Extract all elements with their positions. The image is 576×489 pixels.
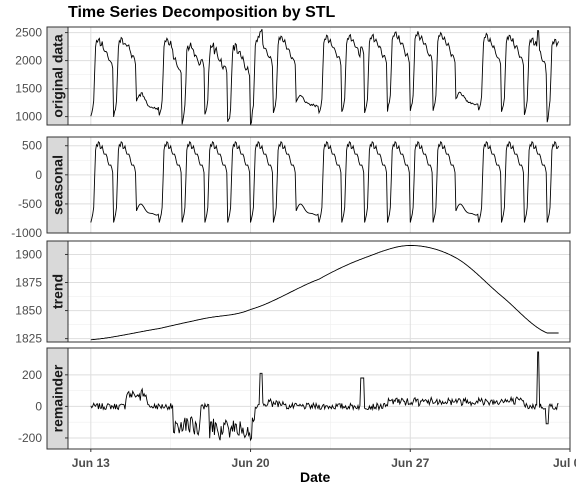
x-tick-label: Jun 27 — [391, 456, 429, 470]
y-tick-label: -1000 — [11, 226, 42, 240]
y-tick-label: 1825 — [15, 332, 42, 346]
y-tick-label: 1000 — [15, 110, 42, 124]
strip-label: trend — [50, 274, 66, 309]
strip-label: remainder — [50, 364, 66, 432]
strip-background — [46, 136, 69, 234]
y-tick-label: 1900 — [15, 247, 42, 261]
strip-background — [46, 240, 69, 343]
y-tick-label: 2000 — [15, 54, 42, 68]
panel-background — [68, 241, 570, 342]
x-axis-title: Date — [300, 469, 331, 485]
panel-background — [68, 137, 570, 233]
y-tick-label: -200 — [18, 431, 42, 445]
panel-background — [68, 348, 570, 449]
series-line-seasonal — [90, 140, 560, 223]
x-tick-label: Jun 13 — [72, 456, 110, 470]
panel-remainder: remainder -200 0 200 — [18, 347, 571, 450]
y-tick-label: 1500 — [15, 82, 42, 96]
panel-trend: trend 1825 1850 1875 1900 — [15, 240, 571, 346]
series-line-original-data — [90, 29, 560, 126]
panel-background — [68, 27, 570, 125]
strip-label: original data — [50, 34, 66, 117]
panel-original-data: original data 1000 1500 2000 2500 — [15, 26, 571, 126]
y-tick-label: 0 — [35, 399, 42, 413]
y-tick-label: 500 — [22, 139, 42, 153]
y-tick-label: -500 — [18, 197, 42, 211]
strip-background — [46, 347, 69, 450]
y-tick-label: 200 — [22, 368, 42, 382]
strip-label: seasonal — [50, 155, 66, 215]
series-line-trend — [90, 245, 559, 341]
x-tick-label: Jul 04 — [553, 456, 576, 470]
x-tick-label: Jun 20 — [232, 456, 270, 470]
y-tick-label: 1850 — [15, 304, 42, 318]
y-tick-label: 1875 — [15, 276, 42, 290]
y-tick-label: 2500 — [15, 26, 42, 40]
y-tick-label: 0 — [35, 168, 42, 182]
strip-background — [46, 26, 69, 126]
chart-title: Time Series Decomposition by STL — [68, 4, 336, 21]
series-line-remainder — [90, 351, 559, 442]
panel-seasonal: seasonal -1000 -500 0 500 — [11, 136, 571, 240]
